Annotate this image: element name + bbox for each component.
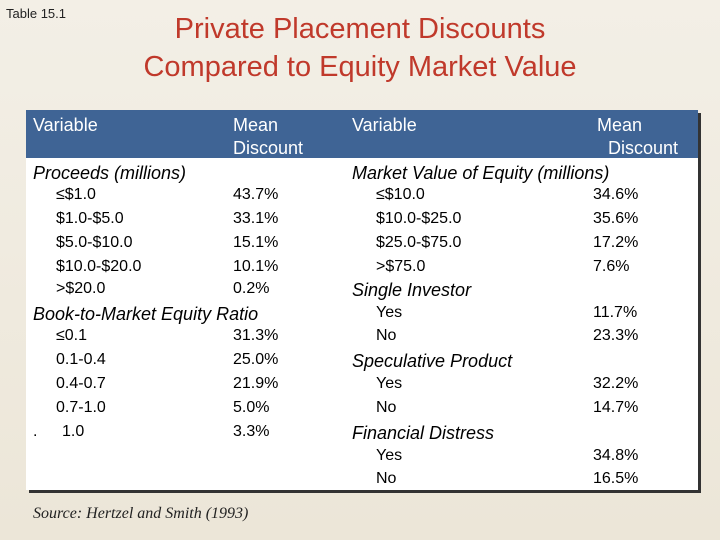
list-item: 32.2%	[593, 375, 639, 392]
list-bullet: .	[33, 423, 38, 440]
left-header-mean: Mean	[233, 115, 279, 135]
left-header-discount: Discount	[233, 138, 304, 158]
left-header-variable: Variable	[33, 115, 98, 135]
section-book-to-market: Book-to-Market Equity Ratio	[33, 304, 259, 324]
list-item: 14.7%	[593, 399, 639, 416]
list-item: 0.2%	[233, 280, 270, 297]
list-item: Yes	[376, 447, 403, 464]
table-header-bar	[26, 110, 698, 158]
list-item: 34.6%	[593, 186, 639, 203]
right-header-discount: Discount	[607, 138, 678, 158]
list-item: 31.3%	[233, 327, 279, 344]
list-item: $25.0-$75.0	[376, 234, 462, 251]
list-item: No	[376, 470, 397, 487]
list-item: 10.1%	[233, 258, 279, 275]
list-item: 33.1%	[233, 210, 279, 227]
list-item: $5.0-$10.0	[56, 234, 133, 251]
list-item: ≤$1.0	[56, 186, 96, 203]
list-item: 43.7%	[233, 186, 279, 203]
section-financial-distress: Financial Distress	[352, 423, 495, 443]
title-line-2: Compared to Equity Market Value	[143, 51, 577, 83]
table-panel	[26, 110, 698, 490]
list-item: $10.0-$25.0	[376, 210, 462, 227]
right-header-mean: Mean	[596, 115, 642, 135]
section-proceeds: Proceeds (millions)	[33, 163, 187, 183]
list-item: 16.5%	[593, 470, 639, 487]
list-item: $1.0-$5.0	[56, 210, 124, 227]
list-item: 35.6%	[593, 210, 639, 227]
list-item: 1.0	[62, 423, 85, 440]
list-item: ≤$10.0	[376, 186, 425, 203]
list-item: No	[376, 399, 397, 416]
list-item: 25.0%	[233, 351, 279, 368]
list-item: 17.2%	[593, 234, 639, 251]
list-item: 5.0%	[233, 399, 270, 416]
section-single-investor: Single Investor	[352, 280, 472, 300]
source-note: Source: Hertzel and Smith (1993)	[33, 505, 249, 522]
list-item: 3.3%	[233, 423, 270, 440]
right-header-variable: Variable	[352, 115, 417, 135]
list-item: 0.4-0.7	[56, 375, 106, 392]
list-item: 0.1-0.4	[56, 351, 106, 368]
list-item: 7.6%	[593, 258, 630, 275]
list-item: 0.7-1.0	[56, 399, 106, 416]
list-item: Yes	[376, 375, 403, 392]
section-market-value: Market Value of Equity (millions)	[352, 163, 610, 183]
list-item: $10.0-$20.0	[56, 258, 142, 275]
list-item: Yes	[376, 304, 403, 321]
list-item: 15.1%	[233, 234, 279, 251]
list-item: >$75.0	[376, 258, 426, 275]
page-title: Private Placement Discounts Compared to …	[100, 10, 620, 86]
table-label: Table 15.1	[6, 6, 66, 21]
list-item: 21.9%	[233, 375, 279, 392]
list-item: 34.8%	[593, 447, 639, 464]
list-item: No	[376, 327, 397, 344]
list-item: 11.7%	[593, 304, 638, 321]
title-line-1: Private Placement Discounts	[174, 13, 546, 45]
list-item: ≤0.1	[56, 327, 88, 344]
list-item: 23.3%	[593, 327, 639, 344]
section-speculative-product: Speculative Product	[352, 351, 513, 371]
list-item: >$20.0	[56, 280, 106, 297]
